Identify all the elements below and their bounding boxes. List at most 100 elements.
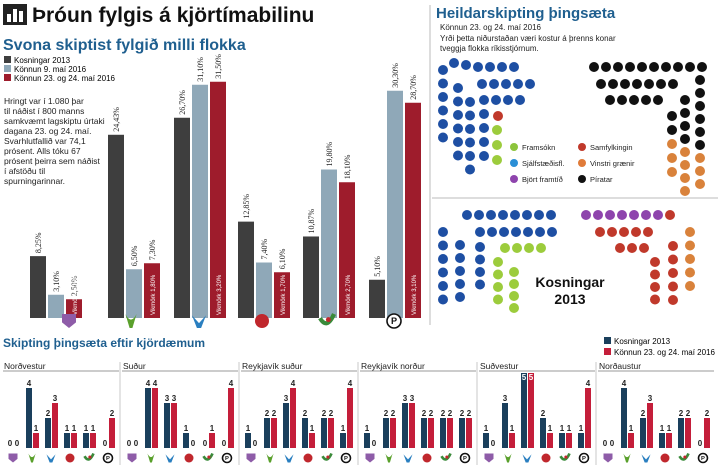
margin-of-error-label: Vikmörk 1,80%	[151, 274, 157, 315]
seat-value-label: 0	[698, 439, 703, 448]
seat-dot	[515, 95, 525, 105]
seat-dot	[641, 95, 651, 105]
bar-chart-icon-bar	[13, 9, 17, 22]
bar	[238, 221, 254, 318]
piratar-logo-icon	[102, 452, 114, 464]
seat-value-label: 4	[229, 379, 234, 388]
seat-value-label: 1	[310, 424, 315, 433]
legend-swatch-may23	[604, 348, 611, 355]
seat-dot	[438, 132, 448, 143]
seat-value-label: 1	[365, 424, 370, 433]
district-name: Norðaustur	[599, 361, 641, 371]
seat-dot	[492, 125, 502, 135]
seat-bar	[340, 433, 346, 448]
seat-dot	[650, 269, 660, 280]
seat-bar	[428, 418, 434, 448]
bar-value-label: 31,10%	[196, 57, 205, 82]
seat-dot	[486, 210, 496, 220]
seat-dot	[479, 109, 489, 119]
seat-bar	[152, 388, 158, 448]
seat-bar	[409, 403, 415, 448]
seat-dot	[477, 79, 487, 89]
seat-dot	[661, 62, 671, 72]
seat-value-label: 3	[172, 394, 177, 403]
seat-dot	[607, 227, 617, 237]
vg-logo-icon-dot	[445, 455, 449, 459]
bf-logo-icon	[127, 453, 137, 463]
seat-bar	[540, 418, 546, 448]
legend-swatch-2013	[604, 337, 611, 344]
margin-of-error-label: Vikmörk 1,70%	[281, 274, 287, 315]
seat-dot	[680, 134, 690, 144]
seat-bar	[90, 433, 96, 448]
district-name: Reykjavík suður	[242, 361, 303, 371]
seat-dot	[489, 79, 499, 89]
seat-bar	[659, 433, 665, 448]
seat-dot	[685, 227, 695, 237]
margin-of-error-label: Vikmörk 3,20%	[217, 274, 223, 315]
seat-dot	[493, 257, 503, 267]
seat-dot	[493, 111, 503, 121]
seat-dot	[499, 227, 509, 237]
bar	[126, 269, 142, 318]
seat-dot	[656, 79, 666, 89]
seat-value-label: 3	[284, 394, 289, 403]
seat-bar	[302, 418, 308, 448]
bar	[339, 182, 355, 318]
seat-dot	[546, 210, 556, 220]
seat-legend-swatch	[510, 143, 518, 151]
vg-logo-icon	[318, 313, 336, 326]
legend-label-2013: Kosningar 2013	[14, 56, 71, 65]
seat-dot	[509, 267, 519, 277]
seat-dot	[455, 266, 465, 276]
seat-value-label: 4	[153, 379, 158, 388]
seat-dot	[479, 151, 489, 161]
seat-bar	[71, 433, 77, 448]
seat-dot	[668, 241, 678, 251]
seat-bar	[666, 433, 672, 448]
seat-legend-label: Björt framtíð	[522, 175, 563, 184]
seat-value-label: 1	[629, 424, 634, 433]
vg-logo-icon-dot	[564, 455, 568, 459]
seat-value-label: 5	[522, 373, 527, 382]
seat-value-label: 1	[484, 424, 489, 433]
seat-dot	[680, 173, 690, 183]
seat-value-label: 0	[103, 439, 108, 448]
seat-dot	[665, 210, 675, 220]
piratar-logo-icon	[221, 452, 233, 464]
bf-logo-icon	[246, 453, 256, 463]
seat-diagrams: Framsókn Samfylkingin Sjálfstæðisfl. Vinstr…	[438, 58, 707, 313]
seat-dot	[438, 254, 448, 264]
seat-dot	[455, 253, 465, 263]
seat-dot	[629, 210, 639, 220]
seat-bar	[390, 418, 396, 448]
seat-dot	[615, 243, 625, 253]
seat-bar	[64, 433, 70, 448]
seat-dot	[512, 243, 522, 253]
seat-dot	[680, 160, 690, 170]
seat-dot	[668, 254, 678, 265]
bar-value-label: 30,30%	[391, 63, 400, 88]
bar-value-label: 24,43%	[112, 107, 121, 132]
legend-label-2013: Kosningar 2013	[614, 337, 671, 346]
bar-value-label: 2,50%	[70, 275, 79, 296]
seat-dot	[509, 303, 519, 313]
seat-legend-label: Vinstri grænir	[590, 159, 635, 168]
seats-date: Könnun 23. og 24. maí 2016	[440, 23, 542, 32]
seat-bar	[264, 418, 270, 448]
party-bar-chart: 8,25% 24,43% 26,70% 12,85% 10,87% 5,10% 3,10% 6…	[30, 54, 421, 329]
piratar-logo-icon	[697, 452, 709, 464]
seat-dot	[695, 140, 705, 150]
piratar-logo-icon-glyph: P	[463, 456, 467, 462]
seat-dot	[673, 62, 683, 72]
seat-dot	[453, 150, 463, 161]
seat-dot	[667, 167, 677, 177]
seat-dot	[668, 281, 678, 292]
seat-dot	[438, 119, 448, 129]
seat-legend-label: Píratar	[590, 175, 613, 184]
bf-logo-icon	[8, 453, 18, 463]
seat-value-label: 2	[303, 409, 308, 418]
seat-dot	[680, 121, 690, 131]
seat-dot	[617, 210, 627, 220]
seat-dot	[667, 111, 677, 121]
